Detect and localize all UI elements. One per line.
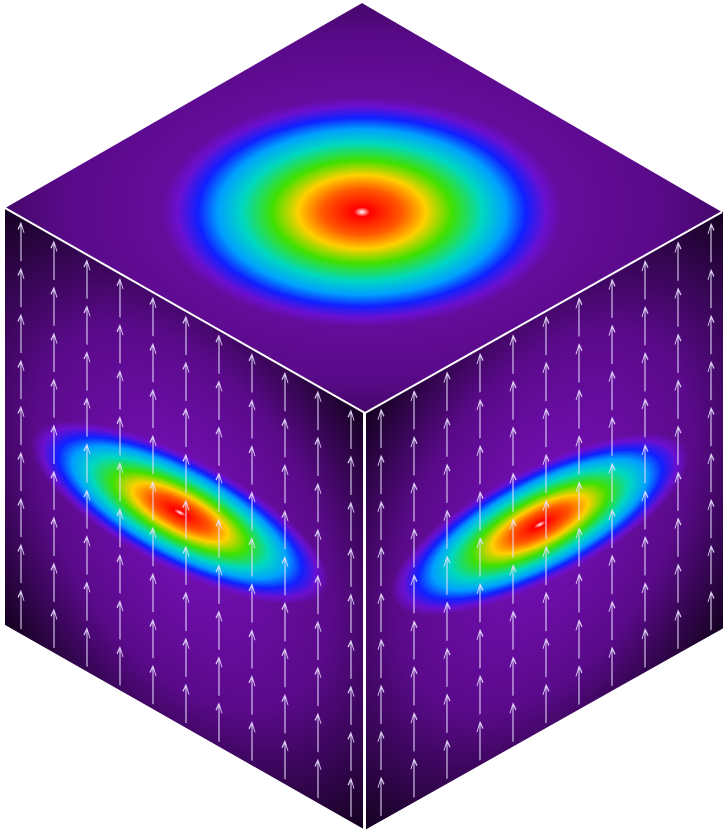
right-face bbox=[365, 211, 723, 830]
cube-edges bbox=[4, 207, 723, 830]
left-face bbox=[5, 208, 363, 829]
top-face bbox=[5, 3, 722, 413]
